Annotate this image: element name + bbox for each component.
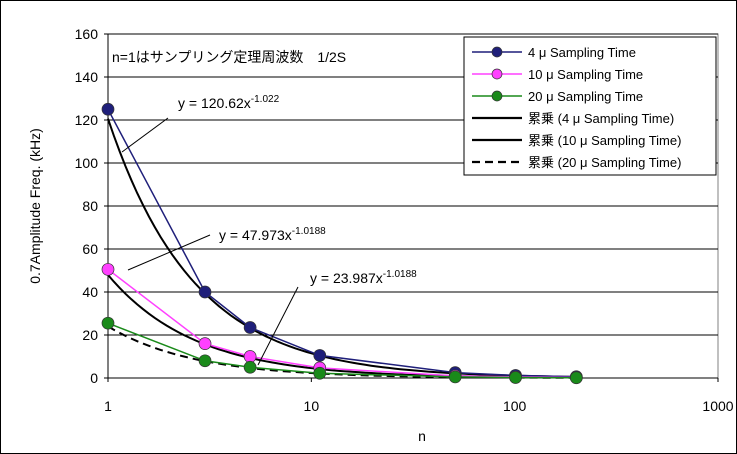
legend-swatch-marker	[491, 68, 503, 80]
data-point	[313, 349, 327, 362]
series	[101, 316, 583, 385]
data-series	[101, 102, 583, 385]
data-point	[509, 371, 522, 384]
y-tick-label: 140	[75, 69, 99, 85]
legend-item: 20 μ Sampling Time	[472, 89, 643, 104]
equation-label: y = 120.62x-1.022	[178, 94, 280, 111]
data-point	[101, 316, 115, 330]
data-point	[243, 350, 257, 363]
legend-label: 4 μ Sampling Time	[528, 45, 636, 60]
data-point	[198, 285, 212, 299]
y-tick-label: 60	[82, 241, 98, 257]
y-tick-label: 0	[90, 370, 98, 386]
y-tick-label: 20	[82, 327, 98, 343]
y-tick-labels: 0 20 40 60 80 100 120 140 160	[75, 26, 99, 386]
legend-item: 累乗 (20 μ Sampling Time)	[472, 155, 681, 170]
data-point	[198, 354, 212, 368]
legend-item: 4 μ Sampling Time	[472, 45, 636, 60]
equation-label: y = 23.987x-1.0188	[310, 269, 417, 286]
legend-item: 累乗 (4 μ Sampling Time)	[472, 111, 674, 126]
data-point	[569, 371, 583, 385]
data-point	[243, 360, 257, 374]
x-tick-labels: 1 10 100 1000	[104, 398, 734, 414]
legend-item: 累乗 (10 μ Sampling Time)	[472, 133, 681, 148]
legend-label: 累乗 (20 μ Sampling Time)	[528, 155, 681, 170]
x-tick-label: 100	[503, 398, 527, 414]
data-point	[313, 366, 327, 380]
legend-label: 20 μ Sampling Time	[528, 89, 643, 104]
legend-label: 累乗 (4 μ Sampling Time)	[528, 111, 674, 126]
y-axis-label: 0.7Amplitude Freq. (kHz)	[27, 128, 43, 284]
data-point	[448, 370, 462, 384]
x-tick-label: 1	[104, 398, 112, 414]
y-tick-label: 40	[82, 284, 98, 300]
x-tick-label: 10	[304, 398, 320, 414]
equation-annotations: y = 120.62x-1.022 y = 47.973x-1.0188 y = 2…	[121, 94, 417, 366]
data-point	[101, 102, 115, 116]
leader-line	[121, 117, 169, 153]
legend-swatch-marker	[491, 46, 503, 58]
y-tick-label: 100	[75, 155, 99, 171]
legend-label: 10 μ Sampling Time	[528, 67, 643, 82]
legend-box	[463, 36, 717, 176]
leader-line	[257, 286, 299, 366]
leader-line	[127, 234, 211, 271]
data-point	[198, 337, 212, 350]
legend-swatch-marker	[491, 90, 503, 102]
y-tick-label: 160	[75, 26, 99, 42]
legend: 4 μ Sampling Time 10 μ Sampling Time 20 μ …	[463, 36, 717, 176]
data-point	[101, 263, 115, 276]
x-tick-label: 1000	[702, 398, 733, 414]
legend-label: 累乗 (10 μ Sampling Time)	[528, 133, 681, 148]
y-tick-label: 80	[82, 198, 98, 214]
x-axis-label: n	[418, 428, 426, 444]
y-tick-label: 120	[75, 112, 99, 128]
chart-note: n=1はサンプリング定理周波数 1/2S	[112, 49, 346, 65]
equation-label: y = 47.973x-1.0188	[219, 226, 326, 243]
data-point	[243, 321, 257, 334]
legend-item: 10 μ Sampling Time	[472, 67, 643, 82]
